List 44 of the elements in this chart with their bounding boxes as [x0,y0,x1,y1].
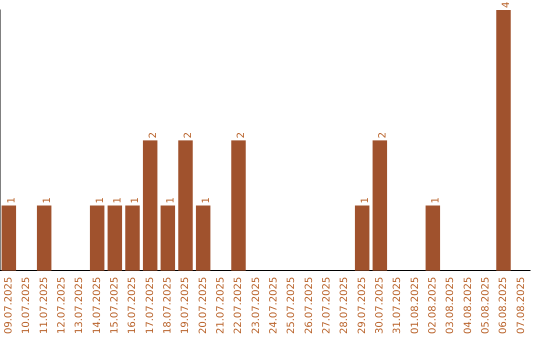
x-tick-label: 30.07.2025 [374,276,386,334]
data-label: 1 [42,197,53,204]
data-label: 1 [360,197,371,204]
x-tick-label: 01.08.2025 [410,276,421,334]
x-tick-label: 13.07.2025 [74,276,86,334]
x-tick-label: 24.07.2025 [268,276,280,334]
data-label: 1 [94,197,106,204]
x-tick-label: 27.07.2025 [321,276,332,334]
data-label: 2 [236,132,248,138]
data-label: 1 [165,197,176,204]
x-tick-label: 02.08.2025 [427,276,438,334]
x-tick-label: 11.07.2025 [38,276,50,334]
x-tick-label: 10.07.2025 [21,276,32,334]
x-tick-label: 05.08.2025 [480,276,492,334]
x-tick-label: 06.08.2025 [498,276,510,334]
x-tick-label: 07.08.2025 [516,276,527,334]
x-tick-label: 12.07.2025 [56,276,68,334]
x-tick-label: 26.07.2025 [304,276,315,334]
x-tick-label: 23.07.2025 [250,276,262,334]
x-tick-label: 25.07.2025 [286,276,298,334]
x-tick-label: 14.07.2025 [92,276,103,334]
x-tick-label: 20.07.2025 [198,276,209,334]
data-label: 1 [6,197,18,204]
x-tick-label: 28.07.2025 [339,276,350,334]
x-tick-label: 22.07.2025 [233,276,244,334]
x-tick-label: 29.07.2025 [356,276,368,334]
x-tick-label: 03.08.2025 [445,276,456,334]
data-label: 2 [377,132,388,138]
x-tick-label: 04.08.2025 [462,276,474,334]
x-tick-label: 19.07.2025 [180,276,192,334]
data-label: 2 [148,132,159,138]
data-label: 1 [430,197,442,204]
x-tick-label: 21.07.2025 [215,276,226,334]
data-label: 1 [200,197,212,204]
data-label: 2 [183,132,194,138]
x-tick-label: 15.07.2025 [109,276,120,334]
x-tick-label: 18.07.2025 [162,276,174,334]
x-tick-label: 17.07.2025 [144,276,156,334]
data-label: 1 [130,197,142,204]
data-label: 1 [112,197,124,204]
data-label: 4 [501,2,512,8]
x-tick-label: 16.07.2025 [127,276,138,334]
x-tick-label: 09.07.2025 [3,276,14,334]
x-tick-label: 31.07.2025 [392,276,404,334]
